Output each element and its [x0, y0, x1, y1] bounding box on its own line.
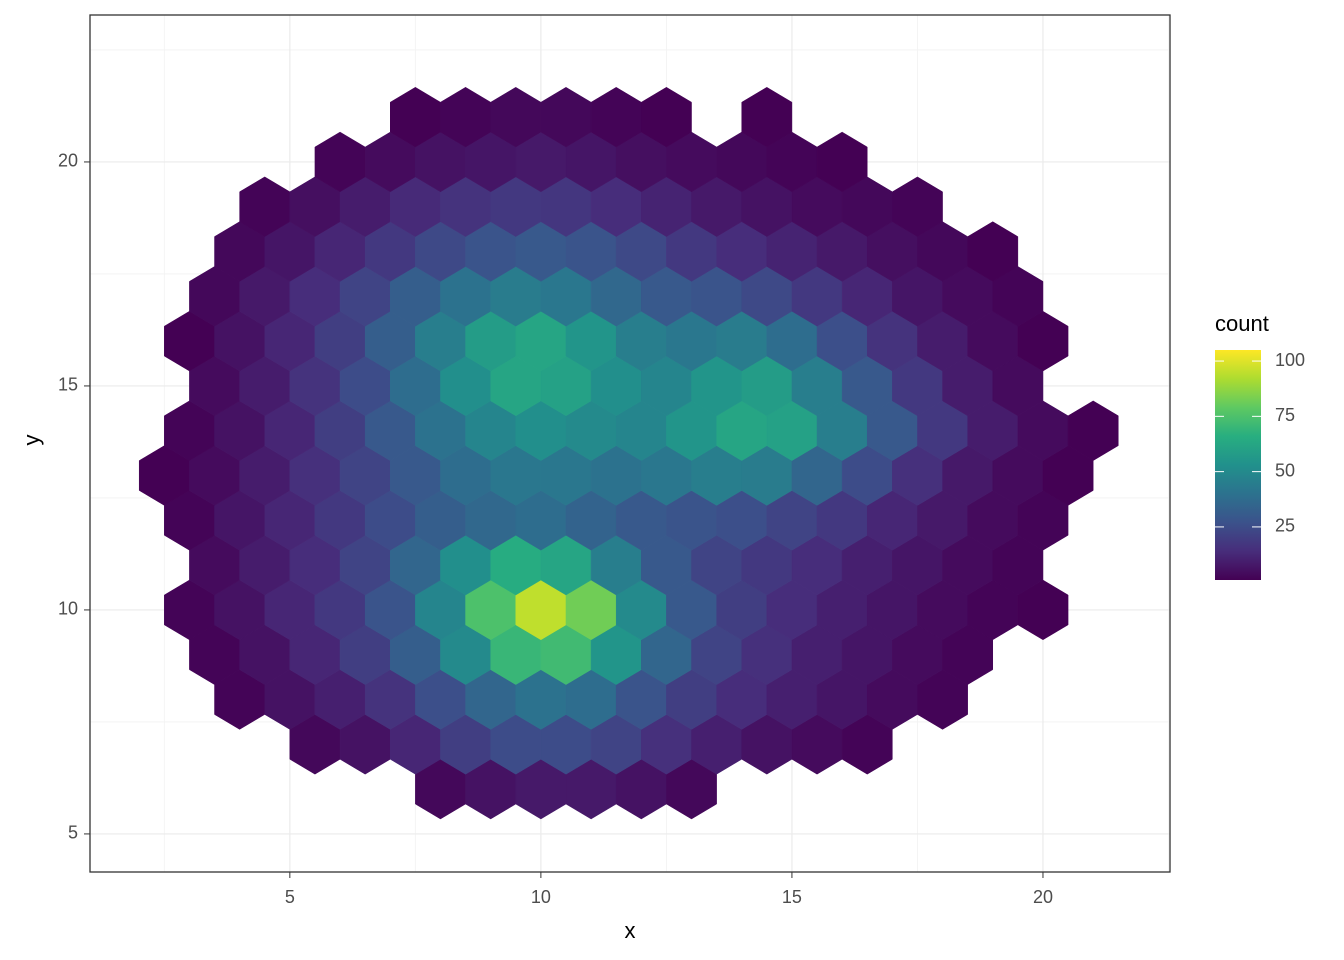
y-tick-label: 20	[58, 151, 78, 171]
hexbin-cell	[641, 86, 692, 148]
hexbin-cell	[967, 221, 1019, 282]
hexbin-cell	[816, 131, 868, 193]
legend-title: count	[1215, 311, 1269, 336]
y-axis-title: y	[19, 435, 44, 446]
hexbin-cell	[741, 86, 793, 148]
colorbar	[1215, 350, 1261, 580]
y-tick-label: 5	[68, 823, 78, 843]
x-tick-label: 10	[531, 887, 551, 907]
colorbar-tick-label: 75	[1275, 405, 1295, 425]
x-tick-label: 5	[285, 887, 295, 907]
hexbin-cell	[892, 176, 943, 237]
y-tick-label: 10	[58, 599, 78, 619]
x-tick-label: 15	[782, 887, 802, 907]
y-tick-label: 15	[58, 375, 78, 395]
x-tick-label: 20	[1033, 887, 1053, 907]
panel-border	[89, 14, 1171, 873]
x-axis-title: x	[625, 918, 636, 943]
hexbin-cell	[1067, 400, 1119, 461]
colorbar-tick-label: 50	[1275, 460, 1295, 480]
colorbar-tick-label: 25	[1275, 516, 1295, 536]
colorbar-tick-label: 100	[1275, 350, 1305, 370]
